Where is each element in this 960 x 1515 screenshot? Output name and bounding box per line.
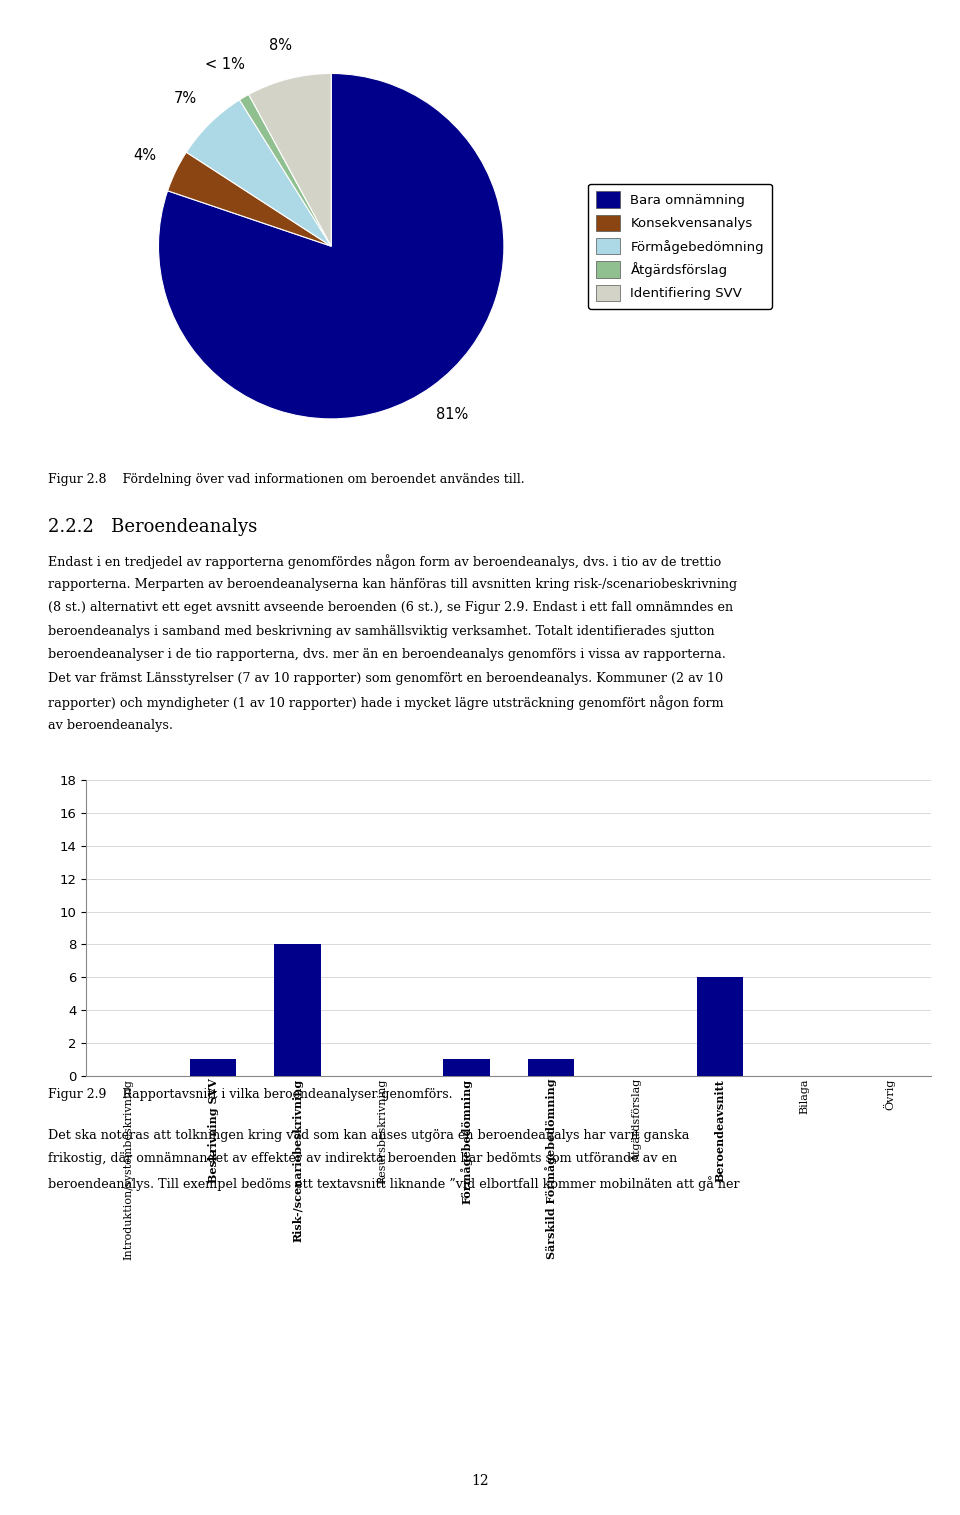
Text: av beroendeanalys.: av beroendeanalys. <box>48 720 173 732</box>
Text: Beskrivning SVV: Beskrivning SVV <box>207 1079 219 1183</box>
Bar <box>528 1059 574 1076</box>
Text: Beroendeavsnitt: Beroendeavsnitt <box>714 1079 726 1182</box>
Text: 7%: 7% <box>174 91 198 106</box>
Wedge shape <box>239 94 331 245</box>
Text: Särskild Förmågebedömning: Särskild Förmågebedömning <box>545 1079 557 1259</box>
Text: 81%: 81% <box>436 408 468 423</box>
Text: Åtgärdsförslag: Åtgärdsförslag <box>629 1079 642 1162</box>
Wedge shape <box>186 100 331 245</box>
Bar <box>444 1059 490 1076</box>
Bar <box>275 944 321 1076</box>
Text: rapporter) och myndigheter (1 av 10 rapporter) hade i mycket lägre utsträckning : rapporter) och myndigheter (1 av 10 rapp… <box>48 695 724 711</box>
Text: Figur 2.9    Rapportavsnitt i vilka beroendeanalyser genomförs.: Figur 2.9 Rapportavsnitt i vilka beroend… <box>48 1088 452 1101</box>
Text: beroendeanalyser i de tio rapporterna, dvs. mer än en beroendeanalys genomförs i: beroendeanalyser i de tio rapporterna, d… <box>48 648 726 662</box>
Text: Det var främst Länsstyrelser (7 av 10 rapporter) som genomfört en beroendeanalys: Det var främst Länsstyrelser (7 av 10 ra… <box>48 673 723 685</box>
Text: Det ska noteras att tolkningen kring vad som kan anses utgöra en beroendeanalys : Det ska noteras att tolkningen kring vad… <box>48 1129 689 1142</box>
Text: frikostig, där omnämnandet av effekter av indirekta beroenden har bedömts som ut: frikostig, där omnämnandet av effekter a… <box>48 1151 677 1165</box>
Text: 12: 12 <box>471 1474 489 1488</box>
Text: Introduktion/systembeskrivning: Introduktion/systembeskrivning <box>124 1079 133 1259</box>
Text: rapporterna. Merparten av beroendeanalyserna kan hänföras till avsnitten kring r: rapporterna. Merparten av beroendeanalys… <box>48 577 737 591</box>
Wedge shape <box>168 152 331 245</box>
Legend: Bara omnämning, Konsekvensanalys, Förmågebedömning, Åtgärdsförslag, Identifierin: Bara omnämning, Konsekvensanalys, Förmåg… <box>588 183 772 309</box>
Text: Risk-/scenariobeskrivning: Risk-/scenariobeskrivning <box>292 1079 303 1242</box>
Text: Förmågebedömning: Förmågebedömning <box>461 1079 472 1204</box>
Text: 2.2.2   Beroendeanalys: 2.2.2 Beroendeanalys <box>48 518 257 536</box>
Text: Övrig: Övrig <box>883 1079 895 1110</box>
Text: Resursbeskrivning: Resursbeskrivning <box>377 1079 387 1185</box>
Text: beroendeanalys i samband med beskrivning av samhällsviktig verksamhet. Totalt id: beroendeanalys i samband med beskrivning… <box>48 624 714 638</box>
Text: (8 st.) alternativt ett eget avsnitt avseende beroenden (6 st.), se Figur 2.9. E: (8 st.) alternativt ett eget avsnitt avs… <box>48 601 733 615</box>
Text: Figur 2.8    Fördelning över vad informationen om beroendet användes till.: Figur 2.8 Fördelning över vad informatio… <box>48 473 524 486</box>
Wedge shape <box>158 73 504 420</box>
Bar <box>190 1059 236 1076</box>
Wedge shape <box>249 73 331 245</box>
Text: < 1%: < 1% <box>205 56 245 71</box>
Text: Endast i en tredjedel av rapporterna genomfördes någon form av beroendeanalys, d: Endast i en tredjedel av rapporterna gen… <box>48 554 721 570</box>
Text: beroendeanalys. Till exempel bedöms ett textavsnitt liknande ”vid elbortfall kom: beroendeanalys. Till exempel bedöms ett … <box>48 1176 739 1191</box>
Text: Bilaga: Bilaga <box>800 1079 809 1114</box>
Bar <box>697 977 743 1076</box>
Text: 8%: 8% <box>269 38 292 53</box>
Text: 4%: 4% <box>133 148 156 164</box>
